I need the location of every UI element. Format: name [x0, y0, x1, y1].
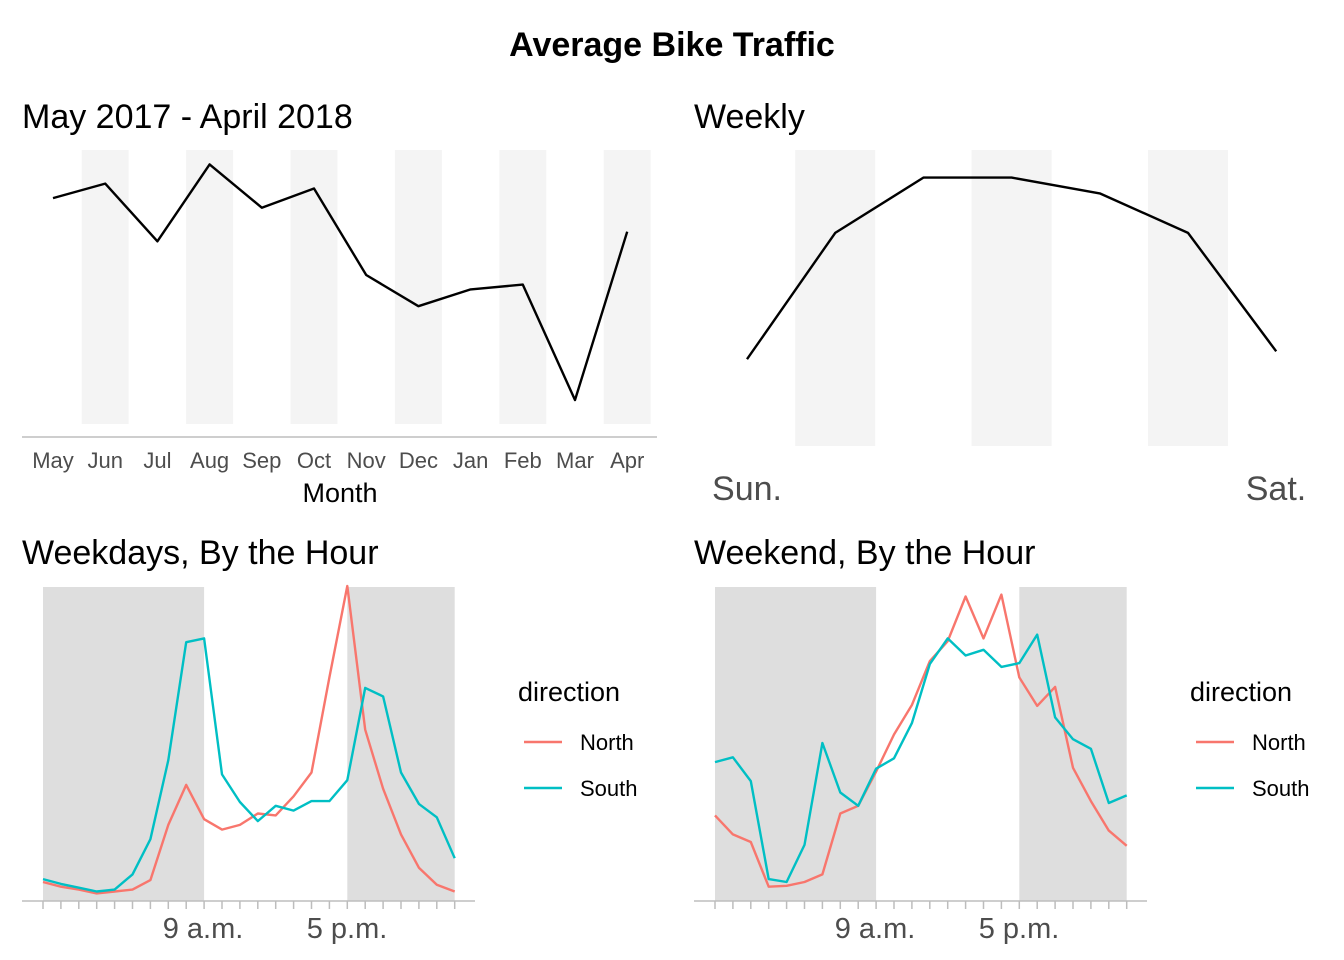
x-axis-title: Month [302, 478, 377, 508]
legend: direction North South [1190, 677, 1310, 801]
x-tick-label: May [32, 448, 74, 473]
x-tick-label: 9 a.m. [163, 913, 244, 945]
shaded-band [186, 150, 234, 424]
shaded-band [81, 150, 129, 424]
shaded-band [1148, 150, 1228, 446]
panel-weekend-hourly: Weekend, By the Hour 9 a.m. 5 p.m. direc… [694, 534, 1310, 945]
x-tick-label: 9 a.m. [835, 913, 916, 945]
x-tick-label: Sat. [1246, 470, 1306, 508]
legend-label-south: South [1252, 776, 1310, 801]
legend-label-south: South [580, 776, 638, 801]
shaded-band [43, 587, 205, 901]
x-tick-label: Nov [347, 448, 386, 473]
series-line-north [42, 584, 456, 895]
legend-label-north: North [1252, 730, 1306, 755]
panel-weekdays-hourly: Weekdays, By the Hour 9 a.m. 5 p.m. dire… [22, 534, 638, 945]
shaded-band [347, 587, 455, 901]
shaded-band [795, 150, 876, 446]
panel-title-monthly: May 2017 - April 2018 [22, 98, 353, 136]
x-tick-label: Aug [190, 448, 229, 473]
x-tick-label: Sep [242, 448, 281, 473]
series-line-south [714, 633, 1128, 884]
x-tick-label: Jun [87, 448, 122, 473]
shaded-band [603, 150, 651, 424]
shaded-band [1019, 587, 1127, 901]
x-tick-label: Dec [399, 448, 438, 473]
x-tick-label: 5 p.m. [307, 913, 388, 945]
main-title: Average Bike Traffic [509, 26, 835, 64]
weekly-series-line [746, 176, 1278, 360]
series-line-north [714, 593, 1128, 888]
monthly-series-line [52, 163, 629, 402]
panel-title-weekend: Weekend, By the Hour [694, 534, 1035, 572]
legend-title: direction [1190, 677, 1292, 707]
panel-title-weekly: Weekly [694, 98, 805, 136]
x-tick-label: Sun. [712, 470, 782, 508]
shaded-band [290, 150, 338, 424]
panel-weekly: Weekly Sun. Sat. [694, 98, 1306, 508]
x-tick-label: Oct [297, 448, 331, 473]
panel-title-weekdays: Weekdays, By the Hour [22, 534, 379, 572]
legend: direction North South [518, 677, 638, 801]
x-tick-label: Apr [610, 448, 644, 473]
x-tick-label: Jan [453, 448, 488, 473]
shaded-band [971, 150, 1052, 446]
x-tick-label: Mar [556, 448, 594, 473]
legend-label-north: North [580, 730, 634, 755]
x-tick-label: Jul [143, 448, 171, 473]
legend-title: direction [518, 677, 620, 707]
panel-monthly: May 2017 - April 2018 May Jun Jul Aug Sep Oct… [22, 98, 657, 508]
x-tick-label: 5 p.m. [979, 913, 1060, 945]
shaded-band [394, 150, 442, 424]
shaded-band [715, 587, 877, 901]
series-line-south [42, 637, 456, 893]
x-tick-label: Feb [504, 448, 542, 473]
